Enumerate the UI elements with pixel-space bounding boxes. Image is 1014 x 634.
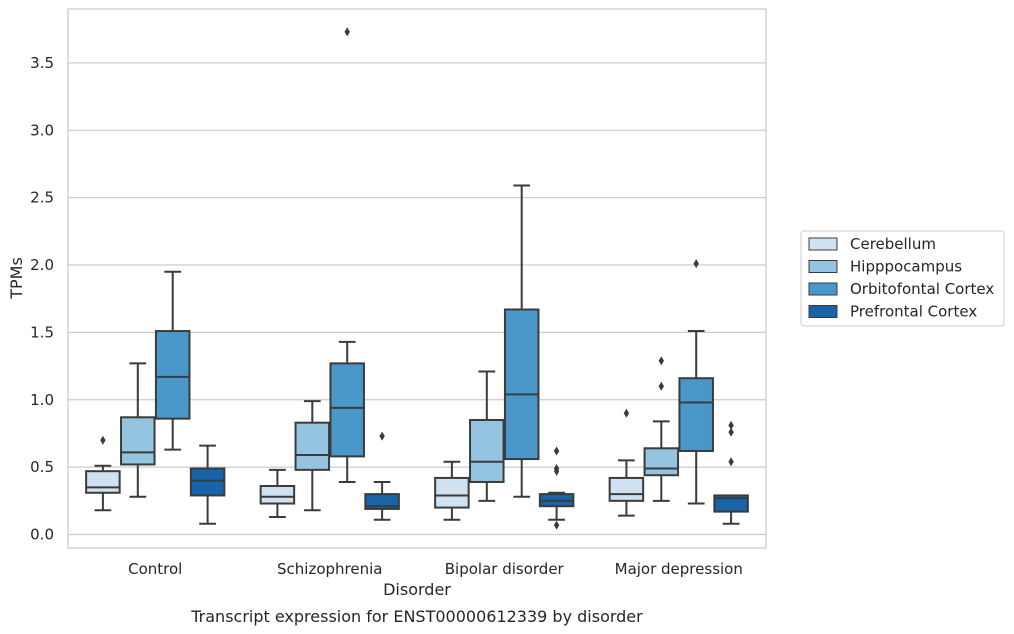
outlier-point — [658, 381, 664, 391]
outlier-point — [623, 408, 630, 418]
outlier-point — [693, 259, 699, 269]
legend-label: Cerebellum — [850, 235, 936, 253]
box-iqr — [259, 485, 296, 505]
box-2-0 — [434, 460, 470, 521]
outlier-point — [553, 520, 560, 530]
plot-frame — [67, 8, 767, 549]
x-tick-label: Bipolar disorder — [445, 560, 565, 578]
legend-swatch — [808, 237, 838, 251]
y-axis-label: TPMs — [7, 257, 26, 300]
outlier-point — [728, 420, 734, 430]
y-tick-labels: 0.0 0.5 1.0 1.5 2.0 2.5 3.0 3.5 — [30, 54, 54, 544]
legend-swatch — [808, 260, 838, 273]
x-tick-labels: Control Schizophrenia Bipolar disorder Majo… — [128, 560, 743, 578]
outlier-point — [379, 431, 385, 441]
outlier-point — [728, 427, 734, 437]
box-iqr — [503, 308, 540, 461]
box-iqr — [608, 476, 645, 502]
outlier-point — [553, 446, 560, 456]
box-iqr — [85, 470, 121, 494]
outlier-point — [553, 463, 560, 473]
box-2-2 — [503, 184, 540, 498]
box-groups — [85, 27, 749, 530]
box-0-1 — [120, 362, 156, 498]
box-iqr — [678, 377, 714, 452]
x-axis-label: Disorder — [383, 580, 451, 599]
legend-label: Orbitofontal Cortex — [850, 280, 994, 298]
box-1-0 — [259, 468, 296, 519]
outlier-point — [344, 27, 350, 37]
y-tick-label: 2.0 — [30, 256, 54, 274]
legend: Cerebellum Hipppocampus Orbitofontal Corte… — [800, 230, 1005, 327]
box-3-1 — [643, 356, 680, 502]
box-iqr — [713, 494, 749, 513]
x-tick-label: Control — [128, 560, 182, 578]
box-iqr — [469, 418, 505, 483]
box-iqr — [329, 362, 365, 458]
y-tick-label: 0.0 — [30, 526, 54, 544]
box-iqr — [643, 447, 680, 477]
box-iqr — [120, 416, 156, 466]
y-tick-label: 2.5 — [30, 189, 54, 207]
outlier-point — [728, 457, 734, 467]
y-tick-label: 3.0 — [30, 121, 54, 139]
box-iqr — [154, 330, 191, 420]
box-iqr — [364, 493, 400, 510]
box-iqr — [434, 476, 470, 509]
box-3-2 — [678, 259, 714, 505]
outlier-point — [100, 435, 106, 445]
box-0-3 — [189, 444, 226, 525]
legend-swatch — [808, 305, 838, 318]
y-tick-label: 3.5 — [30, 54, 54, 72]
y-tick-label: 0.5 — [30, 458, 54, 476]
box-1-3 — [364, 431, 400, 521]
x-tick-label: Major depression — [615, 560, 743, 578]
chart-title: Transcript expression for ENST0000061233… — [190, 607, 643, 626]
legend-label: Prefrontal Cortex — [850, 303, 977, 321]
legend-frame — [800, 230, 1005, 327]
outlier-point — [658, 356, 664, 366]
box-iqr — [294, 421, 331, 471]
box-0-0 — [85, 435, 121, 512]
box-0-2 — [154, 270, 191, 451]
box-3-0 — [608, 408, 645, 517]
box-2-1 — [469, 370, 505, 502]
legend-label: Hipppocampus — [850, 258, 962, 276]
box-1-1 — [294, 400, 331, 512]
box-2-3 — [538, 446, 575, 530]
legend-swatch — [808, 282, 838, 296]
box-iqr — [189, 467, 226, 497]
y-tick-label: 1.5 — [30, 323, 54, 341]
box-1-2 — [329, 27, 365, 483]
y-tick-label: 1.0 — [30, 391, 54, 409]
box-3-3 — [713, 420, 749, 525]
x-tick-label: Schizophrenia — [277, 560, 382, 578]
